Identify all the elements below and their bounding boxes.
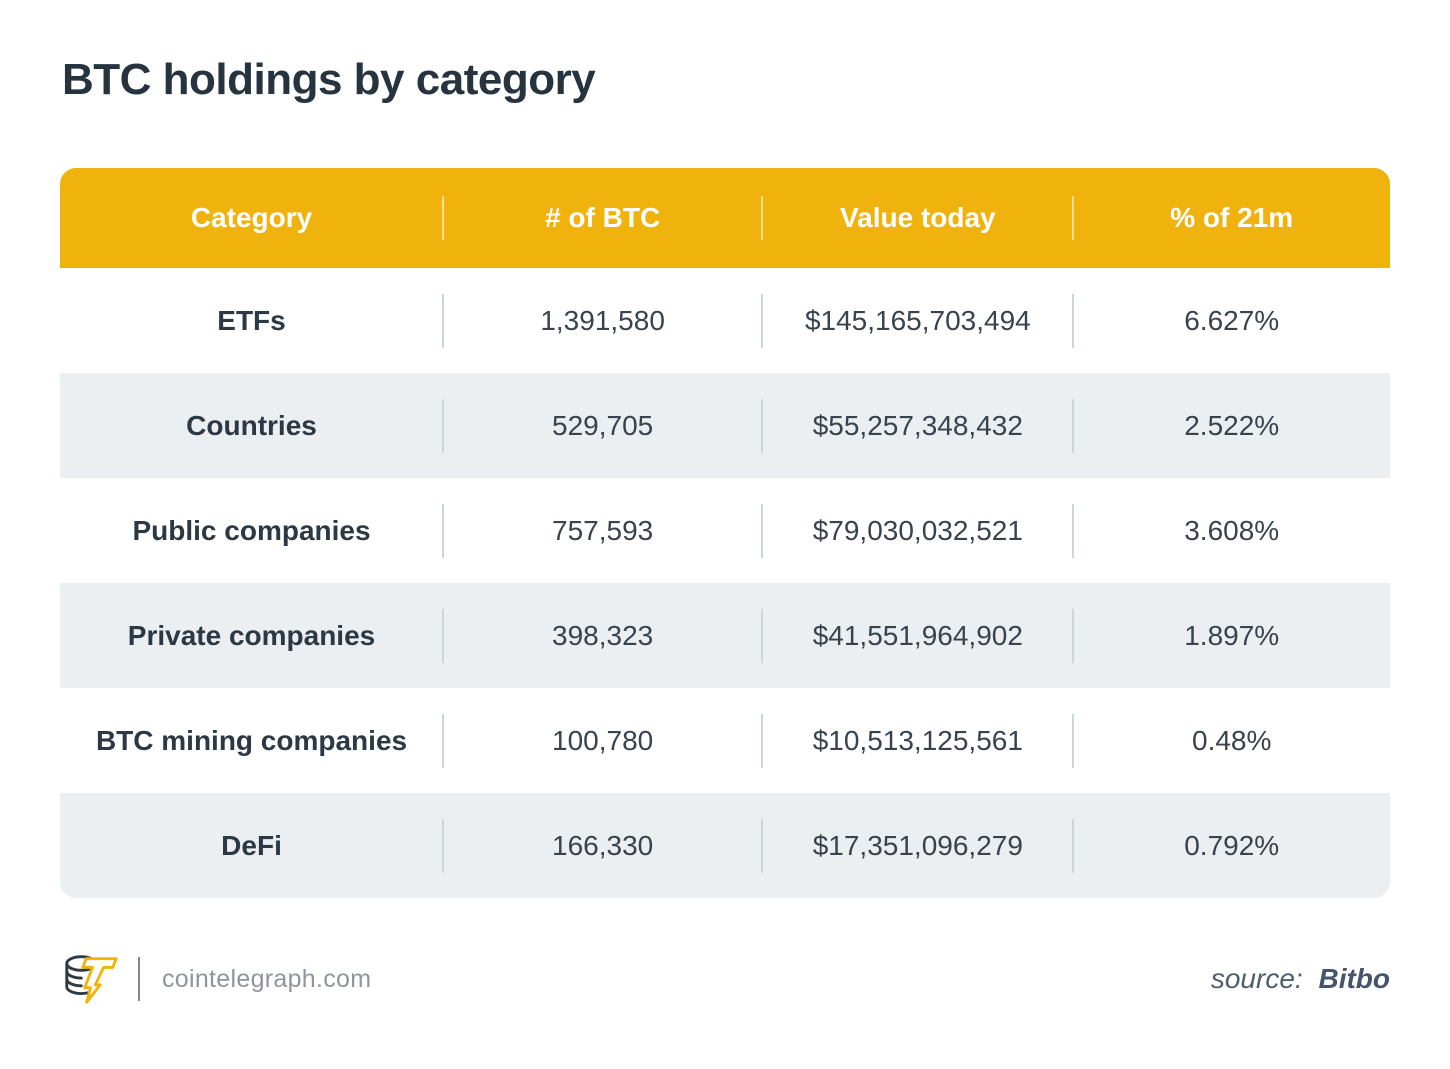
- column-header-pct-21m: % of 21m: [1073, 168, 1390, 268]
- cell-btc-count: 757,593: [443, 478, 762, 583]
- source-name: Bitbo: [1318, 963, 1390, 995]
- cell-value: $145,165,703,494: [762, 268, 1073, 373]
- cell-category: ETFs: [217, 304, 286, 336]
- cell-pct-21m: 0.792%: [1073, 793, 1390, 898]
- table-row: ETFs 1,391,580 $145,165,703,494 6.627%: [60, 268, 1390, 374]
- brand-text: cointelegraph.com: [162, 964, 372, 993]
- cell-btc-count: 166,330: [443, 793, 762, 898]
- footer-divider: [138, 957, 140, 1002]
- table-row: DeFi 166,330 $17,351,096,279 0.792%: [60, 793, 1390, 899]
- table-row: BTC mining companies 100,780 $10,513,125…: [60, 688, 1390, 794]
- cell-btc-count: 100,780: [443, 688, 762, 793]
- column-header-category: Category: [190, 202, 313, 234]
- source-label: source:: [1210, 963, 1303, 995]
- cointelegraph-logo-icon: [60, 948, 122, 1010]
- cell-btc-count: 1,391,580: [443, 268, 762, 373]
- cell-category: DeFi: [221, 829, 282, 861]
- source-credit: source: Bitbo: [1211, 963, 1390, 995]
- cell-value: $10,513,125,561: [762, 688, 1073, 793]
- btc-holdings-table: Category # of BTC Value today % of 21m E…: [60, 168, 1390, 899]
- cell-value: $17,351,096,279: [762, 793, 1073, 898]
- cell-pct-21m: 0.48%: [1073, 688, 1390, 793]
- table-row: Private companies 398,323 $41,551,964,90…: [60, 583, 1390, 689]
- cell-value: $55,257,348,432: [762, 373, 1073, 478]
- page: BTC holdings by category Category # of B…: [0, 0, 1450, 1010]
- cell-category: Countries: [186, 409, 317, 441]
- page-title: BTC holdings by category: [62, 55, 596, 104]
- cell-category: Public companies: [132, 514, 371, 546]
- cell-value: $41,551,964,902: [762, 583, 1073, 688]
- cell-pct-21m: 6.627%: [1073, 268, 1390, 373]
- column-header-value: Value today: [762, 168, 1073, 268]
- cell-value: $79,030,032,521: [762, 478, 1073, 583]
- table-row: Countries 529,705 $55,257,348,432 2.522%: [60, 373, 1390, 479]
- footer: cointelegraph.com source: Bitbo: [60, 948, 1390, 1010]
- cell-pct-21m: 3.608%: [1073, 478, 1390, 583]
- cell-category: Private companies: [127, 619, 376, 651]
- cell-pct-21m: 2.522%: [1073, 373, 1390, 478]
- table-row: Public companies 757,593 $79,030,032,521…: [60, 478, 1390, 584]
- column-header-btc-count: # of BTC: [443, 168, 762, 268]
- table-header-row: Category # of BTC Value today % of 21m: [60, 168, 1390, 269]
- cell-category: BTC mining companies: [95, 724, 408, 756]
- cell-pct-21m: 1.897%: [1073, 583, 1390, 688]
- cell-btc-count: 398,323: [443, 583, 762, 688]
- cell-btc-count: 529,705: [443, 373, 762, 478]
